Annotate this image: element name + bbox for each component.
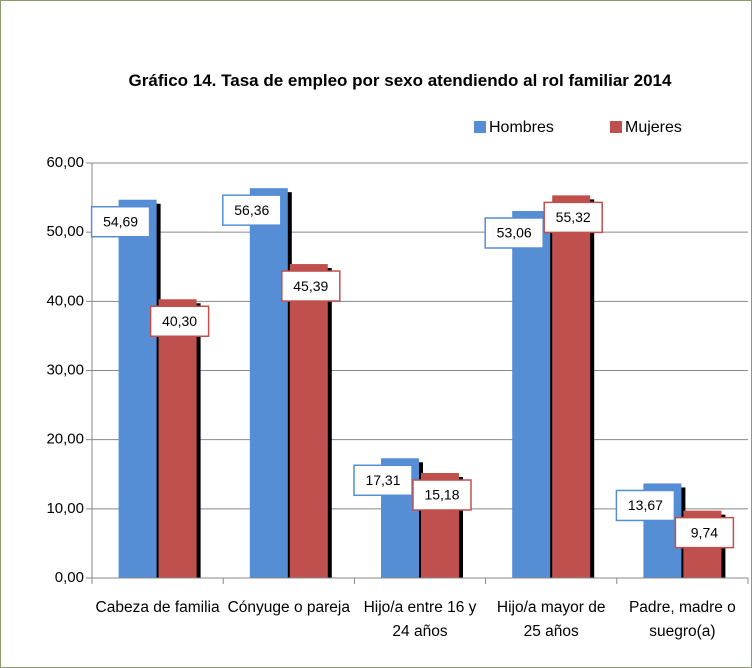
bar [118, 199, 157, 579]
value-label-box [484, 217, 544, 249]
legend-label: Mujeres [625, 119, 682, 136]
value-label: 9,74 [691, 524, 718, 540]
x-tick-label: Hijo/a entre 16 y 24 años [363, 599, 477, 640]
value-label-box [543, 201, 603, 234]
value-label-box [412, 479, 472, 511]
value-label-box [90, 205, 151, 238]
x-tick-label: Padre, madre o suegro(a) [628, 599, 736, 640]
bar [249, 188, 288, 578]
value-label-box [674, 516, 735, 549]
value-label: 54,69 [103, 213, 138, 229]
y-tick-label: 60,00 [46, 154, 84, 171]
value-label: 15,18 [424, 487, 459, 503]
legend-label: Hombres [489, 119, 554, 136]
y-tick-label: 40,00 [46, 292, 84, 309]
legend-swatch [474, 121, 486, 133]
y-tick-label: 20,00 [46, 431, 84, 448]
value-label-box [149, 305, 210, 338]
value-label-box [615, 489, 676, 522]
y-tick-label: 30,00 [46, 361, 84, 378]
x-tick-label: Hijo/a mayor de 25 años [496, 599, 606, 640]
value-label-box [281, 270, 341, 302]
legend-swatch [610, 121, 622, 133]
chart-title: Gráfico 14. Tasa de empleo por sexo aten… [128, 71, 672, 90]
y-tick-label: 10,00 [46, 500, 84, 517]
value-label-box [222, 194, 282, 226]
value-label: 56,36 [234, 202, 269, 218]
bar [552, 195, 591, 578]
value-label-box [353, 464, 413, 497]
x-tick-label: Cabeza de familia [95, 599, 220, 616]
y-tick-label: 0,00 [55, 569, 84, 586]
value-label: 53,06 [497, 225, 532, 241]
y-tick-label: 50,00 [46, 223, 84, 240]
value-label: 40,30 [162, 313, 197, 329]
bar [289, 264, 328, 578]
bar [158, 299, 197, 578]
value-label: 13,67 [628, 497, 663, 513]
x-tick-label: Cónyuge o pareja [227, 599, 350, 616]
value-label: 55,32 [556, 209, 591, 225]
value-label: 17,31 [365, 472, 400, 488]
value-label: 45,39 [293, 278, 328, 294]
bar [512, 211, 551, 579]
